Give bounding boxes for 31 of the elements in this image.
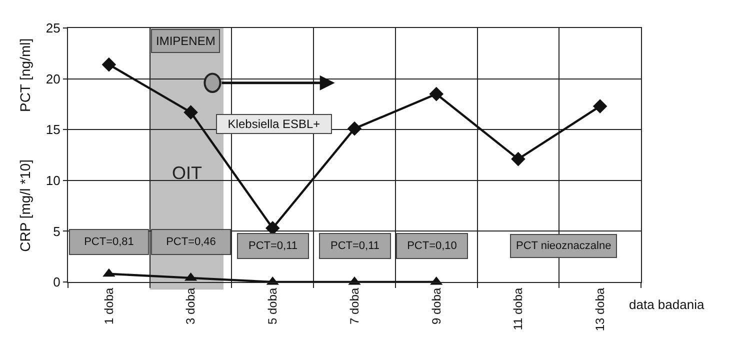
x-axis-title: data badania — [629, 297, 705, 312]
point — [592, 99, 608, 114]
y-tick-label: 25 — [46, 20, 60, 36]
y-tick-label: 20 — [46, 71, 60, 86]
point — [184, 105, 198, 120]
point — [429, 86, 444, 102]
y-tick-label: 10 — [46, 172, 60, 188]
annotation: PCT nieoznaczalne — [516, 240, 612, 252]
band-label: OIT — [172, 163, 202, 183]
annotation: Klebsiella ESBL+ — [228, 117, 320, 131]
annotation: PCT=0,11 — [330, 240, 380, 252]
annotation: PCT=0,11 — [248, 240, 298, 252]
x-tick-label: 9 doba — [429, 287, 444, 325]
point — [347, 121, 362, 136]
y-axis-title: CRP [mg/l *10] — [17, 159, 34, 252]
point — [511, 152, 526, 166]
y-tick-label: 5 — [53, 224, 60, 239]
x-tick-label: 13 doba — [592, 287, 607, 332]
annotation: PCT=0,46 — [166, 236, 216, 248]
annotation: PCT=0,10 — [407, 240, 457, 252]
y-tick-label: 15 — [46, 122, 60, 138]
point — [102, 57, 116, 72]
x-tick-label: 3 doba — [184, 287, 198, 325]
x-tick-label: 5 doba — [266, 287, 280, 325]
x-tick-label: 11 doba — [511, 287, 526, 330]
annotation: IMIPENEM — [156, 34, 216, 48]
text: PCT [ng/ml] — [17, 38, 34, 112]
x-tick-label: 7 doba — [347, 287, 362, 325]
x-tick-label: 1 doba — [102, 287, 116, 325]
annotation: PCT=0,81 — [84, 236, 134, 248]
y-tick-label: 0 — [53, 274, 60, 290]
